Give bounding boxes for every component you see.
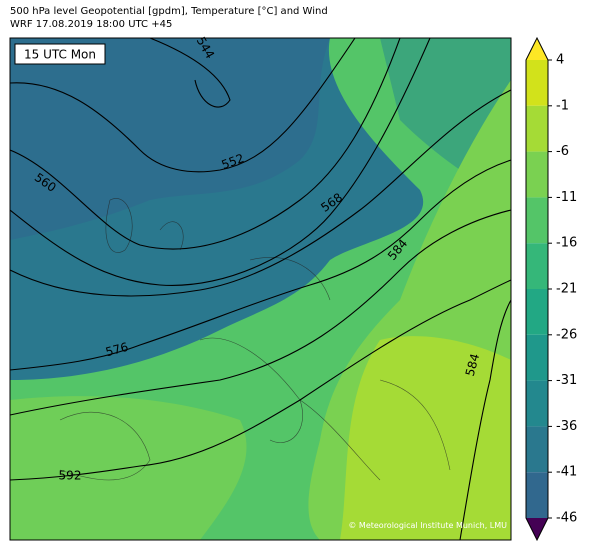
subtitle-line: WRF 17.08.2019 18:00 UTC +45 — [10, 19, 172, 30]
colorbar-band — [526, 472, 548, 518]
time-label: 15 UTC Mon — [24, 48, 96, 62]
map — [10, 38, 511, 540]
colorbar-band — [526, 105, 548, 152]
colorbar-tick-label: -36 — [556, 419, 577, 434]
colorbar-tick-label: -1 — [556, 98, 569, 113]
colorbar-band — [526, 151, 548, 198]
colorbar-band — [526, 197, 548, 244]
map-frame — [9, 37, 512, 541]
contour-label: 584 — [463, 352, 482, 378]
colorbar-band — [526, 60, 548, 106]
colorbar-band — [526, 334, 548, 381]
colorbar-tick-label: -31 — [556, 373, 577, 388]
contour-label: 592 — [59, 469, 82, 483]
colorbar-tick-label: -6 — [556, 144, 569, 159]
colorbar-tick-label: -21 — [556, 282, 577, 297]
colorbar-band — [526, 426, 548, 473]
colorbar-tick-label: -41 — [556, 465, 577, 480]
colorbar-extend-bottom — [526, 518, 548, 540]
colorbar-band — [526, 380, 548, 427]
colorbar-band — [526, 289, 548, 335]
colorbar-tick-label: 4 — [556, 53, 564, 68]
colorbar-tick-label: -26 — [556, 327, 577, 342]
colorbar-tick-label: -16 — [556, 236, 577, 251]
colorbar-tick-label: -46 — [556, 511, 577, 526]
colorbar: 4 -1 -6 -11 -16 -21 -26 -31 -36 -41 -46 — [525, 36, 577, 542]
colorbar-extend-top — [526, 38, 548, 60]
time-box — [14, 43, 106, 65]
colorbar-band — [526, 243, 548, 289]
colorbar-tick-label: -11 — [556, 190, 577, 205]
title-line: 500 hPa level Geopotential [gpdm], Tempe… — [10, 6, 328, 17]
contour-label: 576 — [104, 340, 130, 359]
copyright: © Meteorological Institute Munich, LMU — [348, 521, 507, 530]
